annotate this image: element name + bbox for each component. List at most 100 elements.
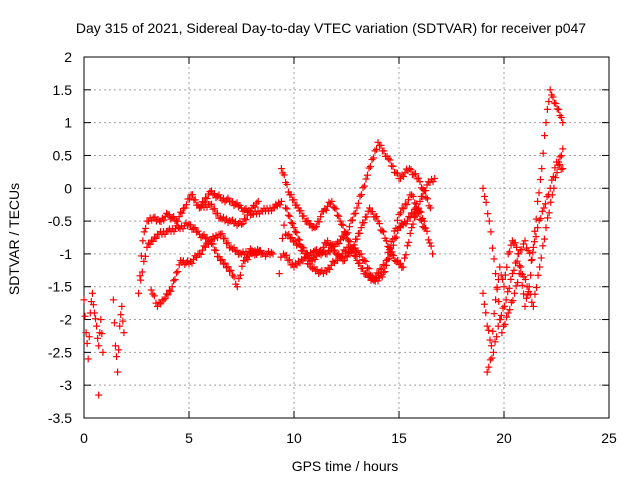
data-point <box>485 326 493 334</box>
data-point <box>340 234 347 242</box>
data-point <box>533 284 541 292</box>
data-point <box>203 195 211 203</box>
data-point <box>208 200 215 208</box>
data-point <box>151 233 158 241</box>
data-point <box>189 191 196 199</box>
data-point <box>288 234 296 242</box>
data-point <box>188 259 196 267</box>
data-point <box>538 207 546 215</box>
data-point <box>409 220 417 228</box>
data-point <box>395 224 403 232</box>
data-point <box>220 213 227 221</box>
data-point <box>235 203 242 211</box>
data-point <box>308 251 316 259</box>
data-point <box>511 239 519 247</box>
data-point <box>299 247 307 255</box>
data-point <box>512 282 520 290</box>
data-point <box>401 200 409 208</box>
data-point <box>520 290 528 298</box>
data-point <box>386 246 394 254</box>
data-point <box>287 191 295 199</box>
data-point <box>197 250 205 258</box>
data-point <box>501 320 509 328</box>
data-point <box>140 228 148 236</box>
data-point <box>506 306 514 314</box>
data-point <box>406 165 413 173</box>
data-point <box>224 194 232 202</box>
data-point <box>328 197 336 205</box>
data-point <box>84 355 92 363</box>
y-tick-label: 1.5 <box>53 82 73 98</box>
data-point <box>287 219 295 227</box>
data-point <box>160 216 168 224</box>
data-point <box>494 322 502 330</box>
data-point <box>534 271 542 279</box>
data-point <box>244 211 251 219</box>
data-point <box>377 141 385 149</box>
data-point <box>268 248 275 256</box>
data-point <box>167 287 175 295</box>
data-point <box>431 174 439 182</box>
data-point <box>194 227 202 235</box>
data-point <box>535 189 543 197</box>
data-point <box>527 256 535 264</box>
data-point <box>422 193 430 201</box>
data-point <box>276 201 284 209</box>
data-point <box>399 263 407 271</box>
data-point <box>539 242 547 250</box>
data-point <box>181 204 189 212</box>
data-point <box>357 224 365 232</box>
data-point <box>112 342 119 350</box>
data-point <box>367 271 375 279</box>
data-point <box>326 248 334 256</box>
data-point <box>513 243 521 251</box>
data-point <box>389 235 397 243</box>
data-point <box>92 315 100 323</box>
data-point <box>157 300 165 308</box>
data-point <box>253 199 261 207</box>
data-point <box>269 250 277 258</box>
data-point <box>333 211 341 219</box>
data-point <box>164 291 172 299</box>
data-point <box>114 368 122 376</box>
data-point <box>350 210 358 218</box>
y-tick-label: 1 <box>64 115 72 131</box>
data-point <box>137 276 145 284</box>
data-point <box>172 269 180 277</box>
data-point <box>117 311 125 319</box>
data-point <box>339 221 347 229</box>
data-point <box>184 222 191 230</box>
data-point <box>174 217 182 225</box>
data-point <box>280 171 288 179</box>
data-point <box>199 246 206 254</box>
data-point <box>94 334 102 342</box>
data-point <box>119 317 127 325</box>
data-point <box>82 329 90 337</box>
data-point <box>541 200 549 208</box>
data-point <box>370 154 377 162</box>
data-point <box>523 283 531 291</box>
data-point <box>398 204 406 212</box>
data-point <box>182 201 190 209</box>
data-point <box>277 197 285 205</box>
data-point <box>402 251 410 259</box>
data-point <box>538 165 546 173</box>
x-tick-label: 25 <box>601 430 617 446</box>
data-point <box>501 302 509 310</box>
data-point <box>85 333 93 341</box>
data-point <box>420 217 428 225</box>
data-point <box>145 239 152 247</box>
data-point <box>509 297 517 305</box>
data-point <box>142 224 150 232</box>
data-point <box>373 145 380 153</box>
data-point <box>505 284 513 292</box>
data-point <box>343 253 351 261</box>
data-point <box>175 213 183 221</box>
data-point <box>214 234 221 242</box>
data-point <box>241 215 248 223</box>
data-point <box>522 275 530 283</box>
y-axis-label: SDTVAR / TECUs <box>6 183 22 295</box>
data-point <box>190 225 197 233</box>
data-point <box>202 194 209 202</box>
data-point <box>220 260 227 268</box>
